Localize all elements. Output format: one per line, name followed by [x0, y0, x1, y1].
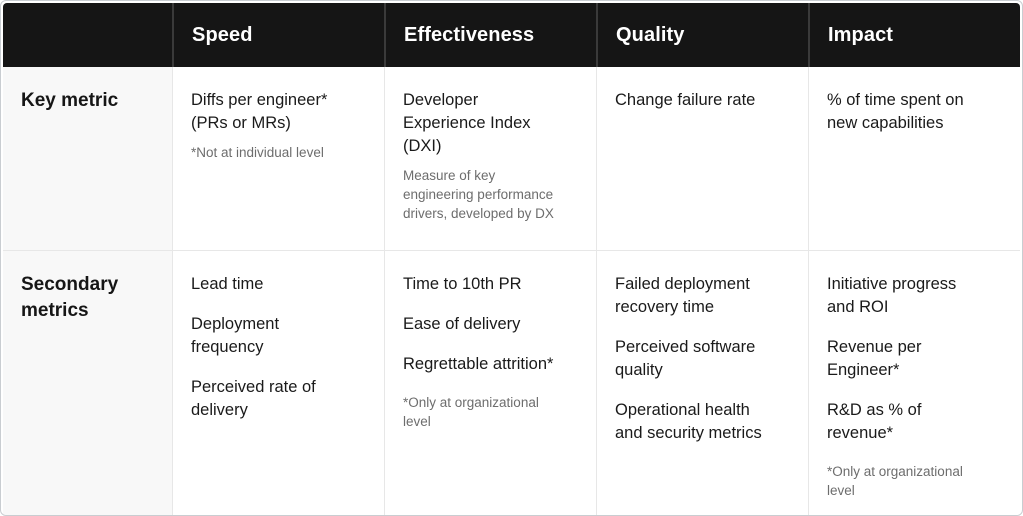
row-label-key-metric-text: Key metric: [21, 90, 119, 111]
key-metric-impact-text: % of time spent on new capabilities: [827, 91, 964, 132]
row-label-secondary-metrics-text: Secondary metrics: [21, 274, 119, 321]
key-metric-speed-text: Diffs per engineer* (PRs or MRs): [191, 91, 328, 132]
secondary-effectiveness-note: *Only at organizational level: [403, 395, 539, 429]
cell-key-metric-speed: Diffs per engineer* (PRs or MRs) *Not at…: [172, 67, 384, 250]
secondary-impact-item: R&D as % of revenue*: [827, 401, 922, 442]
key-metric-effectiveness-text: Developer Experience Index (DXI): [403, 91, 531, 155]
cell-secondary-effectiveness: Time to 10th PR Ease of delivery Regrett…: [384, 250, 596, 515]
secondary-speed-item: Lead time: [191, 275, 264, 293]
column-header-impact: Impact: [808, 3, 1020, 67]
secondary-impact-item: Revenue per Engineer*: [827, 338, 922, 379]
cell-key-metric-quality: Change failure rate: [596, 67, 808, 250]
row-label-key-metric: Key metric: [3, 67, 172, 250]
secondary-quality-item: Failed deployment recovery time: [615, 275, 750, 316]
secondary-quality-item: Perceived software quality: [615, 338, 756, 379]
row-label-secondary-metrics: Secondary metrics: [3, 250, 172, 515]
secondary-effectiveness-item: Regrettable attrition*: [403, 355, 554, 373]
key-metric-effectiveness-note: Measure of key engineering performance d…: [403, 168, 554, 221]
column-header-effectiveness-label: Effectiveness: [404, 23, 535, 46]
secondary-impact-note: *Only at organizational level: [827, 464, 963, 498]
cell-key-metric-effectiveness: Developer Experience Index (DXI) Measure…: [384, 67, 596, 250]
cell-key-metric-impact: % of time spent on new capabilities: [808, 67, 1020, 250]
cell-secondary-speed: Lead time Deployment frequency Perceived…: [172, 250, 384, 515]
header-corner-cell: [3, 3, 172, 67]
column-header-effectiveness: Effectiveness: [384, 3, 596, 67]
column-header-impact-label: Impact: [828, 23, 894, 46]
secondary-effectiveness-item: Ease of delivery: [403, 315, 521, 333]
secondary-effectiveness-item: Time to 10th PR: [403, 275, 522, 293]
secondary-speed-item: Deployment frequency: [191, 315, 280, 356]
column-header-speed-label: Speed: [192, 23, 253, 46]
column-header-quality-label: Quality: [616, 23, 685, 46]
cell-secondary-quality: Failed deployment recovery time Perceive…: [596, 250, 808, 515]
secondary-speed-item: Perceived rate of delivery: [191, 378, 316, 419]
key-metric-speed-note: *Not at individual level: [191, 145, 324, 160]
cell-secondary-impact: Initiative progress and ROI Revenue per …: [808, 250, 1020, 515]
column-header-speed: Speed: [172, 3, 384, 67]
key-metric-quality-text: Change failure rate: [615, 91, 756, 109]
secondary-quality-item: Operational health and security metrics: [615, 401, 762, 442]
column-header-quality: Quality: [596, 3, 808, 67]
secondary-impact-item: Initiative progress and ROI: [827, 275, 957, 316]
engineering-metrics-table: Speed Effectiveness Quality Impact Key m…: [3, 3, 1020, 515]
